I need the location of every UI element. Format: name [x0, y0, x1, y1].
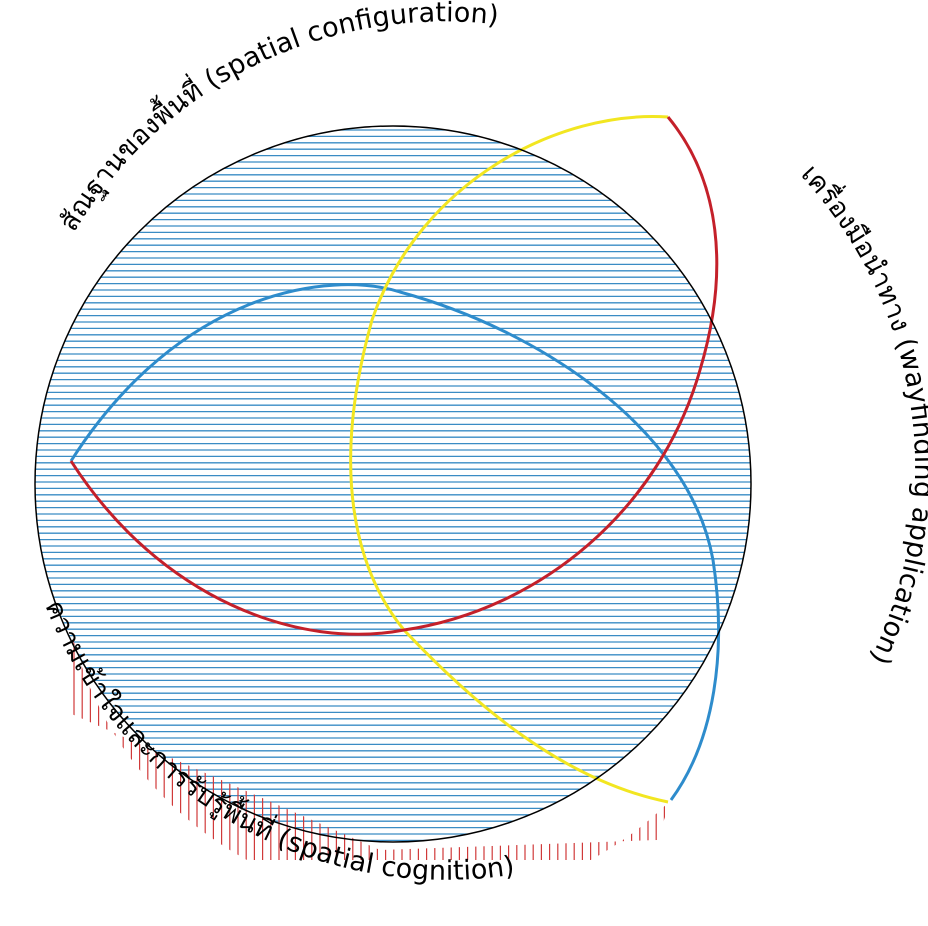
label-spatial-cognition: ความเข้าใจและการรับรู้พื้นที่ (spatial c…: [38, 596, 516, 887]
outer-circle: [34, 125, 752, 843]
wayfinding-arc-blue: [69, 283, 720, 801]
cognition-arc-red: [69, 116, 719, 636]
label-spatial-configuration: สัณฐานของพื้นที่ (spatial configuration): [53, 0, 500, 237]
configuration-arc-yellow: [349, 115, 669, 804]
cognition-grid-hatch: [73, 461, 666, 860]
label-wayfinding-application: เครื่องมือนำทาง (wayfinding application): [795, 159, 928, 670]
